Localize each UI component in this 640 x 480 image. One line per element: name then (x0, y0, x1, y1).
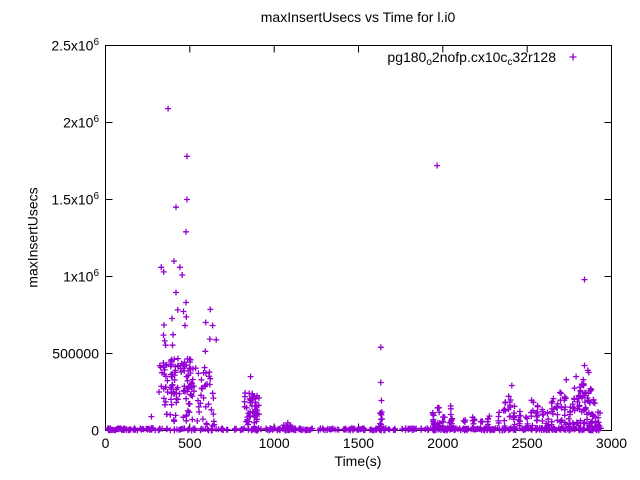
x-tick-label: 1500 (342, 435, 375, 451)
x-tick-label: 2000 (427, 435, 459, 451)
legend-plus-marker-icon (569, 53, 577, 61)
legend-series-label: pg180o2nofp.cx10cc32r128 (387, 49, 556, 68)
y-tick-label: 0 (91, 422, 99, 438)
y-tick-label: 1x106 (63, 267, 99, 284)
y-axis-label: maxInsertUsecs (24, 187, 41, 288)
plot-title: maxInsertUsecs vs Time for l.i0 (260, 9, 456, 25)
legend-text: 2nofp.cx10c (431, 49, 508, 65)
legend-text: pg180 (387, 49, 427, 65)
x-tick-label: 500 (178, 435, 202, 451)
x-tick-label: 2500 (511, 435, 543, 451)
x-tick-label: 0 (101, 435, 110, 451)
scatter-points-plus-markers (104, 105, 604, 434)
legend-text: 32r128 (512, 49, 556, 65)
x-tick-label: 1000 (258, 435, 290, 451)
exponent: 6 (93, 267, 99, 279)
y-tick-label: 1.5x106 (51, 190, 99, 207)
x-axis-label: Time(s) (334, 453, 382, 469)
y-tick-label: 2x106 (63, 113, 99, 130)
exponent: 6 (93, 190, 99, 202)
y-tick-label: 2.5x106 (51, 36, 99, 53)
legend-subscript: o (426, 57, 432, 68)
exponent: 6 (93, 113, 99, 125)
y-tick-label: 500000 (52, 345, 99, 361)
legend-subscript: c (507, 57, 513, 68)
exponent: 6 (93, 36, 99, 48)
x-tick-label: 3000 (595, 435, 628, 451)
